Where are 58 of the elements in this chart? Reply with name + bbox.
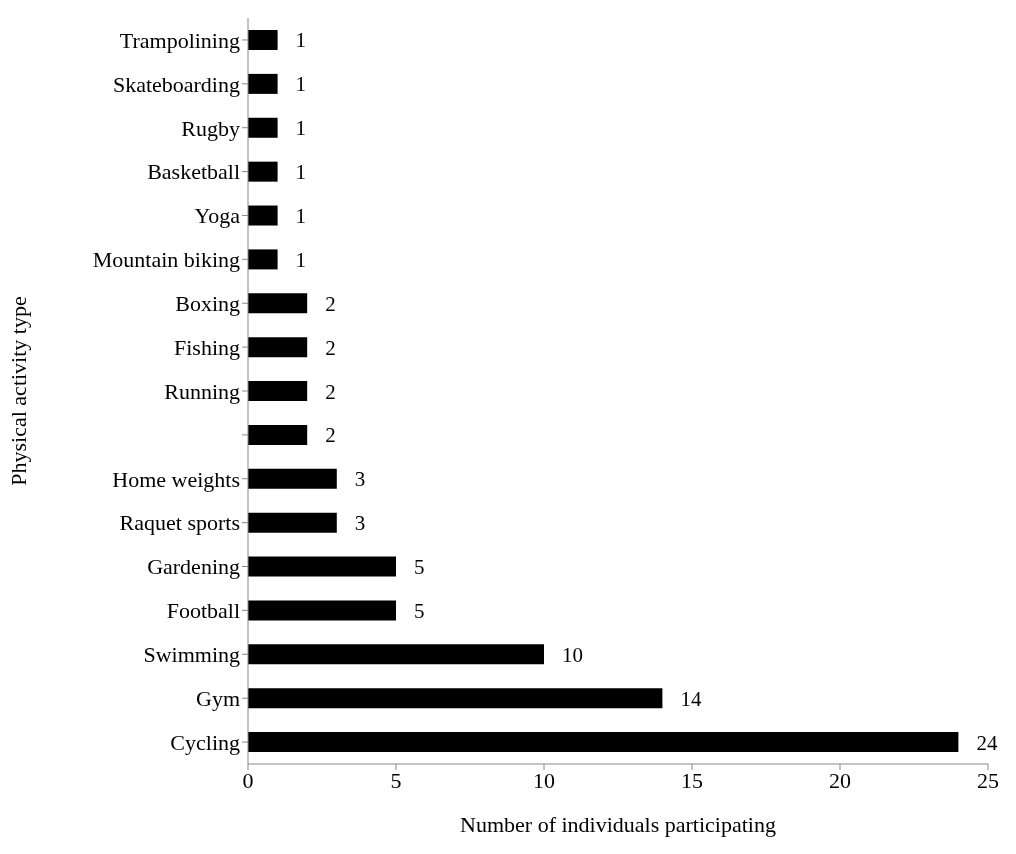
data-label: 2	[325, 335, 336, 360]
y-tick-label: Football	[166, 598, 240, 624]
y-tick-label: Home weights	[112, 466, 240, 492]
bar	[248, 424, 308, 445]
x-tick-label: 10	[533, 767, 555, 793]
y-tick-label: Gardening	[147, 554, 240, 580]
data-label: 2	[325, 423, 336, 448]
x-tick-label: 5	[390, 767, 402, 793]
bar	[248, 556, 396, 577]
y-tick-label: Yoga	[194, 203, 241, 229]
bar	[248, 161, 278, 182]
data-label: 5	[414, 598, 425, 623]
data-label: 5	[414, 555, 425, 580]
data-label: 1	[295, 28, 307, 53]
x-tick-label: 25	[977, 767, 999, 793]
x-tick-label: 20	[829, 767, 851, 793]
data-label: 24	[976, 730, 998, 755]
bar	[248, 600, 396, 621]
y-axis-title: Physical activity type	[5, 296, 31, 486]
y-tick-label: Raquet sports	[119, 510, 240, 536]
x-tick-label: 15	[681, 767, 703, 793]
y-tick-label: Rugby	[181, 115, 240, 141]
y-tick-label: Running	[164, 378, 240, 404]
y-tick-label: Skateboarding	[112, 71, 240, 97]
data-label: 10	[562, 642, 583, 667]
y-tick-label: Gym	[196, 685, 240, 711]
y-tick-label: Trampolining	[119, 27, 240, 53]
data-label: 1	[295, 116, 307, 141]
bar	[248, 30, 278, 50]
y-tick-label: Fishing	[173, 334, 240, 360]
data-label: 2	[325, 379, 336, 404]
x-axis-title: Number of individuals participating	[460, 811, 776, 837]
bar	[248, 205, 278, 226]
data-label: 3	[354, 511, 366, 536]
data-label: 1	[295, 247, 307, 272]
data-label: 1	[295, 203, 307, 228]
bar	[248, 381, 308, 402]
y-tick-label: Boxing	[175, 291, 240, 317]
data-label: 3	[354, 467, 366, 492]
y-tick-label: Swimming	[143, 642, 240, 668]
bar	[248, 337, 308, 358]
x-tick-label: 0	[242, 767, 254, 793]
bar	[248, 293, 308, 314]
bar	[248, 73, 278, 94]
y-tick-label: Basketball	[147, 159, 240, 185]
bar	[248, 117, 278, 138]
y-tick-label: Cycling	[170, 729, 240, 755]
data-label: 2	[325, 291, 336, 316]
data-label: 14	[680, 686, 702, 711]
data-label: 1	[295, 72, 307, 97]
y-tick-label: Mountain biking	[92, 247, 240, 273]
data-label: 1	[295, 160, 307, 185]
bar	[248, 644, 544, 665]
bar	[248, 468, 337, 489]
bar	[248, 732, 959, 753]
bar	[248, 249, 278, 270]
bar	[248, 688, 663, 709]
bar	[248, 512, 337, 533]
